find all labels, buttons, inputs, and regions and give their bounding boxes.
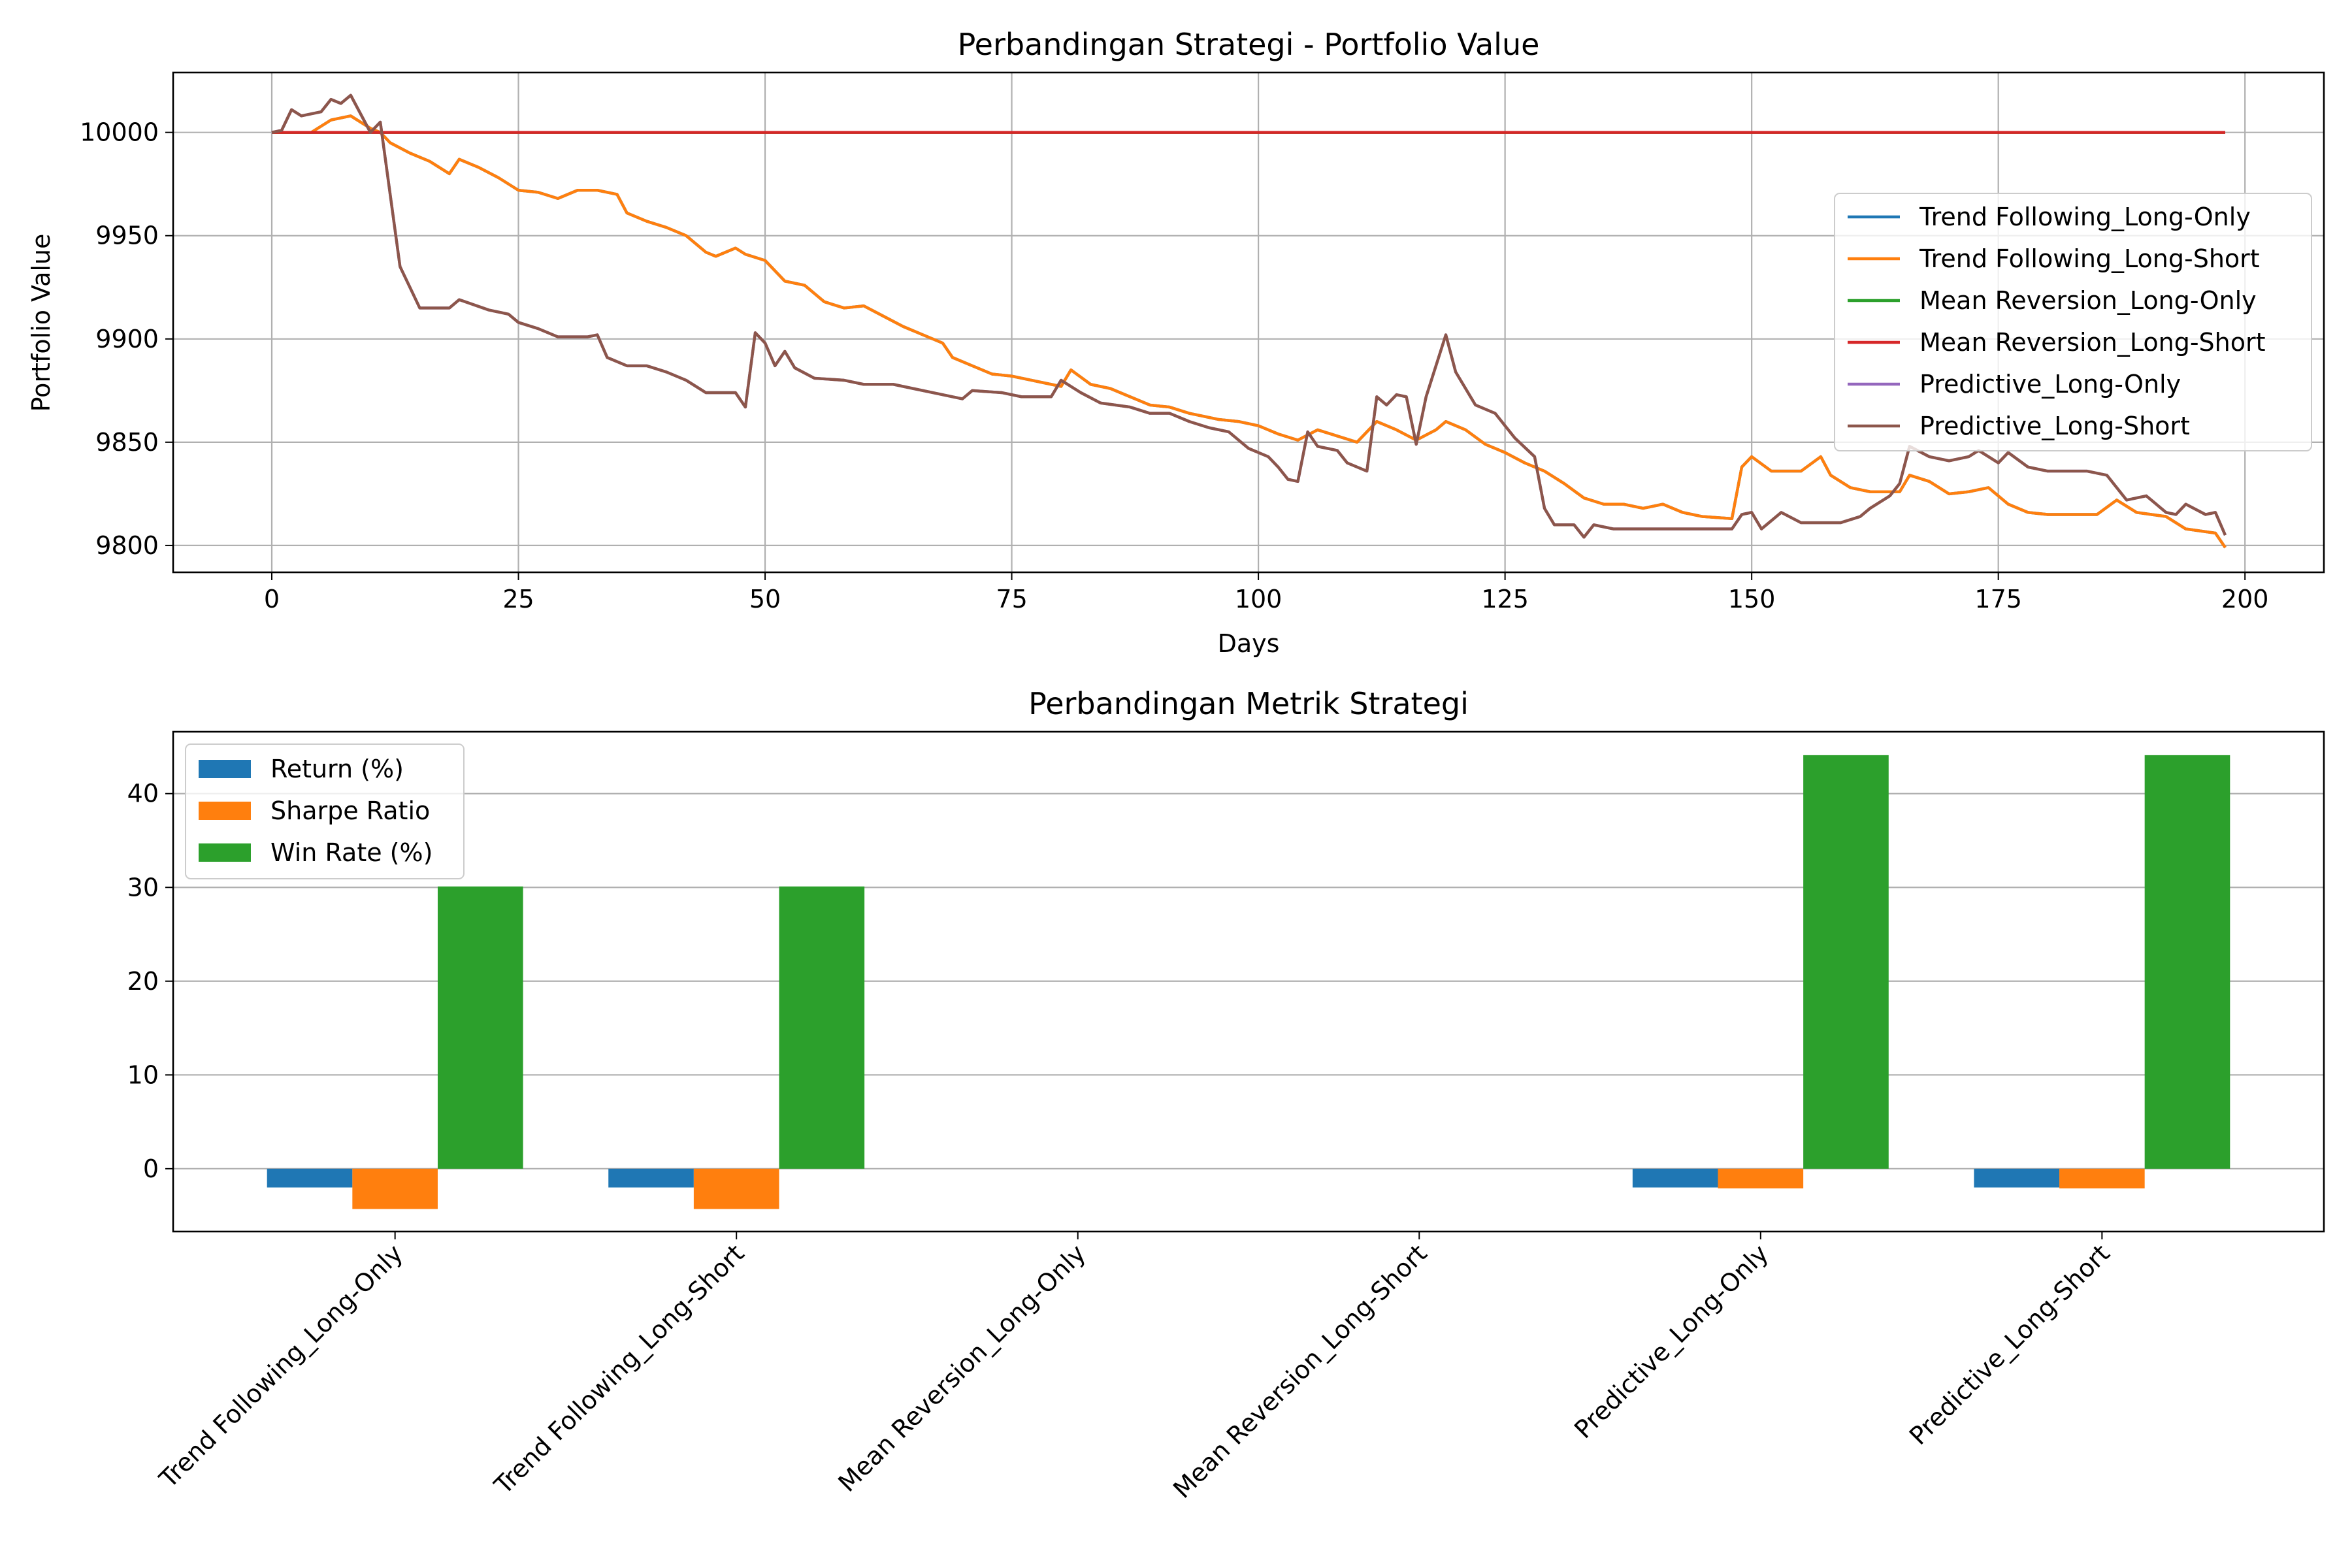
bar-1-5 xyxy=(2059,1168,2145,1188)
series-line-1 xyxy=(272,114,2227,549)
x-tick-label: 25 xyxy=(502,585,534,613)
plot-frame xyxy=(172,71,2325,574)
bar-0-1 xyxy=(608,1168,694,1188)
bar-0-4 xyxy=(1632,1168,1718,1188)
legend-swatch xyxy=(199,802,251,820)
y-tick-label: 9850 xyxy=(95,428,159,457)
y-tick-label: 9900 xyxy=(95,325,159,353)
x-tick-label: 125 xyxy=(1481,585,1529,613)
x-axis-label: Days xyxy=(1218,629,1280,658)
legend-label: Predictive_Long-Short xyxy=(1919,412,2190,440)
y-ticks: 9800 9850 9900 9950 10000 xyxy=(80,118,173,560)
bar-2-5 xyxy=(2144,755,2230,1169)
y-tick-label: 20 xyxy=(127,967,159,996)
bar-1-4 xyxy=(1718,1168,1804,1188)
legend-swatch xyxy=(199,760,251,778)
bar-2-1 xyxy=(779,886,865,1169)
legend-label: Return (%) xyxy=(270,755,404,783)
x-tick-label: 150 xyxy=(1728,585,1776,613)
series-line-5 xyxy=(271,93,2227,539)
y-ticks: 0 10 20 30 40 xyxy=(127,779,173,1183)
legend-label: Trend Following_Long-Only xyxy=(1919,203,2251,231)
legend-swatch xyxy=(199,843,251,862)
bar-1-0 xyxy=(352,1168,438,1209)
bar-0-0 xyxy=(267,1168,353,1188)
x-tick-label: 75 xyxy=(996,585,1027,613)
legend-label: Trend Following_Long-Short xyxy=(1919,244,2260,273)
chart-title: Perbandingan Metrik Strategi xyxy=(1028,686,1469,721)
gridlines xyxy=(173,792,2324,1169)
legend-label: Sharpe Ratio xyxy=(270,796,430,825)
x-tick-label: 175 xyxy=(1974,585,2022,613)
y-tick-label: 40 xyxy=(127,779,159,808)
portfolio-value-chart: Perbandingan Strategi - Portfolio Value … xyxy=(27,27,2325,658)
y-tick-label: 30 xyxy=(127,873,159,902)
legend-box xyxy=(1834,193,2312,451)
chart-title: Perbandingan Strategi - Portfolio Value xyxy=(958,27,1540,62)
legend-label: Win Rate (%) xyxy=(270,838,433,867)
bar-2-4 xyxy=(1803,755,1889,1169)
y-tick-label: 9800 xyxy=(95,531,159,560)
legend-label: Mean Reversion_Long-Only xyxy=(1919,286,2257,315)
legend: Trend Following_Long-Only Trend Following… xyxy=(1834,193,2312,451)
bar-1-1 xyxy=(693,1168,779,1209)
y-tick-label: 0 xyxy=(143,1154,159,1183)
legend-label: Mean Reversion_Long-Short xyxy=(1919,328,2266,357)
x-ticks: 0 25 50 75 100 125 150 175 200 xyxy=(264,572,2269,613)
bar-2-0 xyxy=(437,886,523,1169)
series-lines xyxy=(271,93,2227,549)
y-tick-label: 10 xyxy=(127,1060,159,1089)
y-axis-label: Portfolio Value xyxy=(27,234,56,412)
bars xyxy=(267,755,2230,1209)
x-tick-label: 100 xyxy=(1235,585,1282,613)
legend-label: Predictive_Long-Only xyxy=(1919,370,2181,399)
y-tick-label: 10000 xyxy=(80,118,159,147)
legend: Return (%) Sharpe Ratio Win Rate (%) xyxy=(185,743,465,879)
x-tick-label: 50 xyxy=(749,585,781,613)
legend-box xyxy=(185,743,465,879)
bar-0-5 xyxy=(1974,1168,2060,1188)
x-tick-label: 0 xyxy=(264,585,280,613)
x-tick-label: 200 xyxy=(2221,585,2269,613)
y-tick-label: 9950 xyxy=(95,221,159,250)
